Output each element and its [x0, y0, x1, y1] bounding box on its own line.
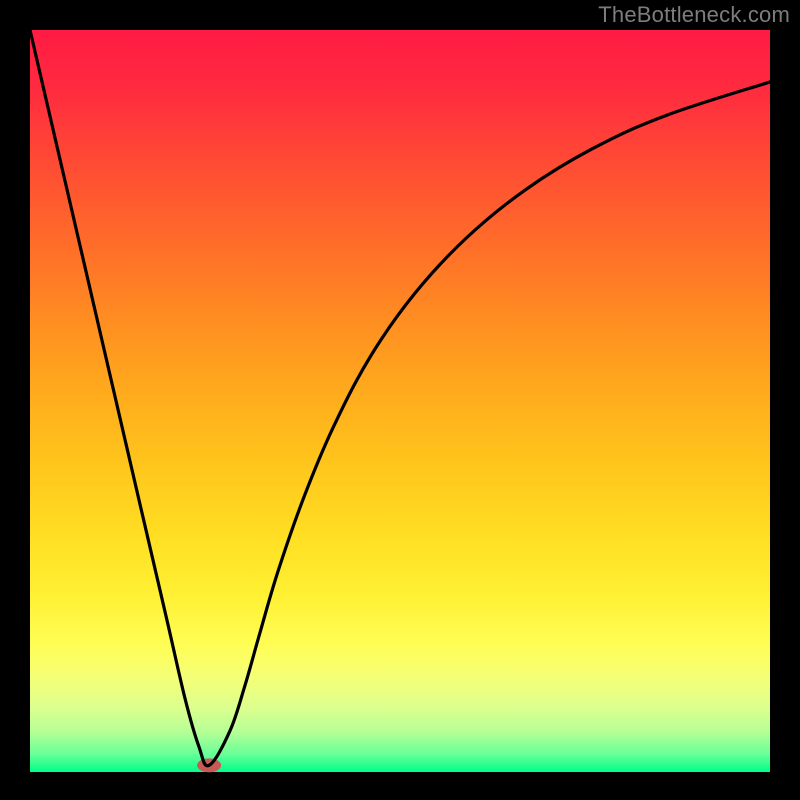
bottleneck-chart	[0, 0, 800, 800]
plot-background	[30, 30, 770, 772]
chart-frame: TheBottleneck.com	[0, 0, 800, 800]
watermark-label: TheBottleneck.com	[598, 2, 790, 28]
